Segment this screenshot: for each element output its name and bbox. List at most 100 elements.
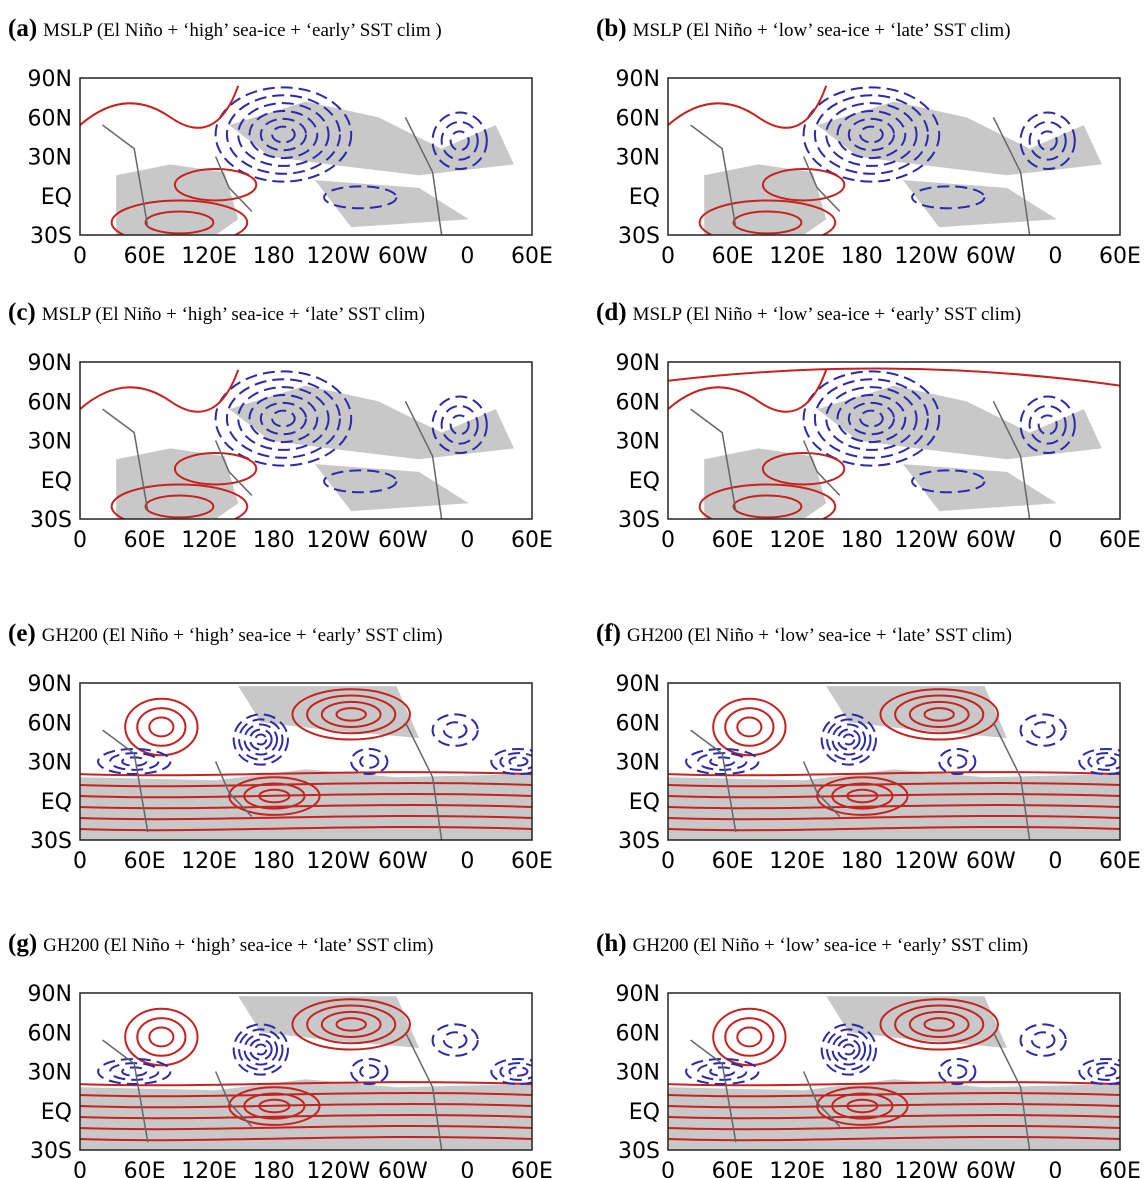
contour — [320, 700, 382, 728]
shading — [80, 1079, 532, 1150]
lon-tick-label: 60E — [124, 849, 166, 874]
contour — [291, 688, 411, 741]
contour — [228, 776, 321, 816]
contour — [938, 1057, 977, 1086]
panel: (b) MSLP (El Niño + ‘low’ sea-ice + ‘late… — [596, 15, 1141, 269]
lon-tick-label: 120W — [306, 1159, 370, 1178]
contour — [923, 1017, 955, 1032]
lon-tick-label: 180 — [841, 849, 883, 874]
panel-title-text: GH200 (El Niño + ‘low’ sea-ice + ‘early’… — [633, 935, 1029, 956]
lon-tick-label: 120W — [894, 244, 958, 269]
lon-tick-label: 60E — [1099, 528, 1141, 553]
contour — [831, 1033, 867, 1066]
contour — [879, 688, 999, 741]
panel-title: (h) GH200 (El Niño + ‘low’ sea-ice + ‘ear… — [596, 930, 1028, 957]
contour — [80, 825, 532, 832]
contour — [232, 713, 289, 766]
lat-tick-label: 90N — [616, 672, 660, 697]
contour — [879, 998, 999, 1051]
panel-title: (c) MSLP (El Niño + ‘high’ sea-ice + ‘lat… — [8, 299, 425, 326]
contour — [668, 825, 1120, 832]
contour — [124, 697, 199, 757]
contour — [668, 369, 828, 413]
contour — [1030, 721, 1056, 739]
lon-tick-label: 120W — [894, 1159, 958, 1178]
lon-tick-label: 60W — [966, 528, 1016, 553]
shading — [668, 1079, 1120, 1150]
lat-tick-label: 60N — [616, 390, 660, 415]
contour — [1028, 120, 1067, 161]
contour — [110, 483, 249, 519]
lon-tick-label: 0 — [460, 1159, 474, 1178]
contour — [124, 1007, 199, 1067]
contour — [847, 401, 896, 436]
contour — [846, 1098, 879, 1114]
lat-tick-label: 30N — [616, 146, 660, 171]
panel: (g) GH200 (El Niño + ‘high’ sea-ice + ‘la… — [8, 930, 553, 1178]
contour — [668, 1081, 1120, 1087]
panel-label: (a) — [8, 15, 37, 42]
contour — [831, 1092, 894, 1120]
contour — [214, 370, 353, 467]
contour — [173, 168, 258, 202]
contour — [712, 1007, 787, 1067]
panel-title-text: GH200 (El Niño + ‘low’ sea-ice + ‘late’ … — [627, 625, 1012, 646]
contour — [820, 713, 877, 766]
contour — [335, 1017, 367, 1032]
contour — [826, 1028, 872, 1071]
map-frame — [667, 682, 1121, 841]
contour — [449, 130, 470, 152]
contour — [736, 716, 763, 738]
lon-tick-label: 120W — [894, 528, 958, 553]
contour — [842, 1043, 856, 1056]
panel-title: (b) MSLP (El Niño + ‘low’ sea-ice + ‘late… — [596, 15, 1011, 42]
contour — [685, 1057, 760, 1086]
lat-tick-label: 60N — [28, 711, 72, 736]
lat-tick-label: EQ — [629, 1100, 660, 1125]
contour — [923, 707, 955, 722]
lon-tick-label: 120E — [181, 1159, 237, 1178]
lon-tick-label: 60W — [966, 244, 1016, 269]
lon-tick-label: 60W — [966, 1159, 1016, 1178]
lat-tick-label: 30S — [618, 1139, 660, 1164]
panel-title-text: GH200 (El Niño + ‘high’ sea-ice + ‘late’… — [43, 935, 433, 956]
lat-tick-label: 90N — [28, 67, 72, 92]
lon-tick-label: 180 — [253, 528, 295, 553]
contour — [508, 756, 529, 767]
lon-tick-label: 60W — [378, 849, 428, 874]
lat-tick-label: 30N — [616, 1061, 660, 1086]
contour — [712, 697, 787, 757]
contour — [442, 721, 468, 739]
contour — [668, 367, 1120, 387]
lon-tick-label: 120W — [894, 849, 958, 874]
lat-tick-label: 60N — [28, 1021, 72, 1046]
contour — [238, 718, 284, 761]
contour — [254, 733, 268, 746]
panel: (d) MSLP (El Niño + ‘low’ sea-ice + ‘earl… — [596, 299, 1141, 553]
contour — [1078, 747, 1120, 776]
contour — [908, 1010, 970, 1038]
contour — [144, 494, 215, 519]
contour — [761, 452, 846, 486]
contour — [836, 109, 907, 160]
contour — [846, 788, 879, 804]
lon-tick-label: 0 — [73, 1159, 87, 1178]
lon-tick-label: 0 — [73, 849, 87, 874]
lat-tick-label: 60N — [616, 1021, 660, 1046]
contour — [335, 707, 367, 722]
panel-title: (d) MSLP (El Niño + ‘low’ sea-ice + ‘earl… — [596, 299, 1021, 326]
map — [80, 78, 532, 235]
contour — [148, 1026, 175, 1048]
contour — [842, 733, 856, 746]
contour — [80, 814, 532, 821]
coastline — [102, 1031, 443, 1150]
contour — [80, 771, 532, 777]
contour — [306, 694, 397, 735]
lat-tick-label: 90N — [28, 351, 72, 376]
coastline — [690, 116, 1031, 235]
contour — [1019, 1023, 1067, 1057]
contour — [761, 168, 846, 202]
contour — [668, 1135, 1120, 1142]
contour — [732, 494, 803, 519]
lat-tick-label: 90N — [28, 672, 72, 697]
